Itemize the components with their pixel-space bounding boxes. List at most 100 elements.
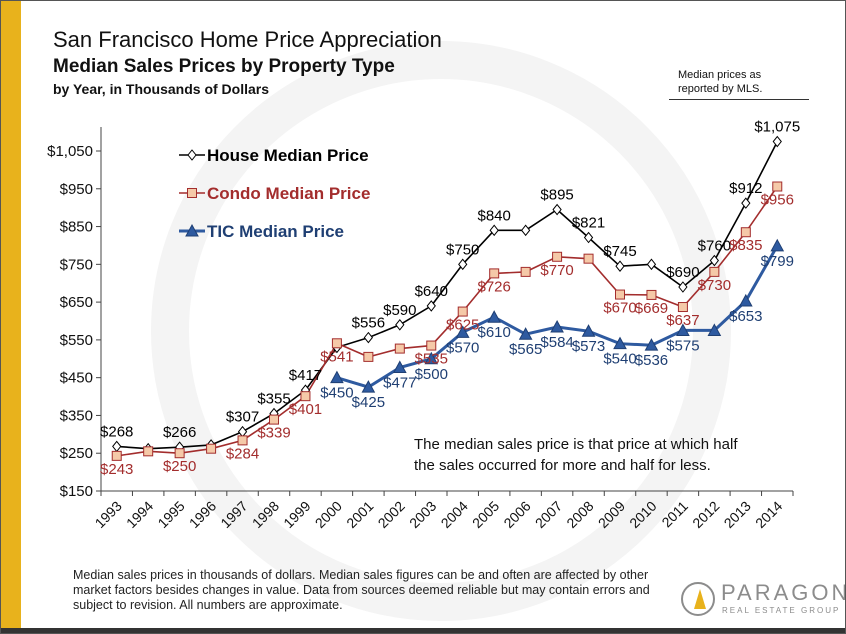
x-tick-label: 2010 bbox=[626, 498, 659, 531]
condo-data-label: $535 bbox=[415, 351, 448, 368]
condo-series-line bbox=[116, 186, 778, 457]
x-tick-label: 2011 bbox=[658, 498, 691, 531]
house-data-label: $556 bbox=[352, 315, 385, 332]
tic-data-label: $450 bbox=[320, 385, 353, 402]
tic-data-label: $799 bbox=[761, 253, 794, 270]
condo-point bbox=[394, 343, 405, 354]
condo-point bbox=[206, 443, 217, 454]
divider bbox=[669, 99, 809, 100]
tic-data-label: $500 bbox=[415, 366, 448, 383]
house-data-label: $355 bbox=[257, 391, 290, 408]
house-point bbox=[678, 281, 688, 293]
house-point bbox=[583, 231, 594, 244]
condo-point bbox=[646, 289, 657, 300]
house-point bbox=[237, 425, 248, 438]
x-tick-label: 2000 bbox=[312, 498, 345, 531]
y-tick-labels: $150 $250 $350 $450 $550 $650 $750 $850 $950 $1,0… bbox=[47, 143, 93, 500]
x-tick-label: 1993 bbox=[92, 498, 125, 531]
tic-data-label: $653 bbox=[729, 308, 762, 325]
house-point bbox=[363, 331, 374, 344]
condo-data-label: $401 bbox=[289, 401, 322, 418]
house-point bbox=[520, 224, 531, 237]
x-tick-label: 1995 bbox=[154, 498, 187, 531]
x-tick-label: 2014 bbox=[752, 498, 785, 531]
house-point bbox=[615, 260, 625, 273]
condo-data-label: $637 bbox=[666, 312, 699, 329]
x-tick-label: 1996 bbox=[186, 498, 219, 531]
y-tick-label: $150 bbox=[60, 483, 93, 500]
house-data-label: $417 bbox=[289, 367, 322, 384]
house-point bbox=[458, 258, 468, 271]
house-series-line bbox=[116, 141, 779, 450]
tic-point bbox=[770, 238, 785, 252]
x-tick-label: 2012 bbox=[689, 498, 722, 531]
condo-point bbox=[426, 340, 437, 351]
x-tick-label: 2002 bbox=[375, 498, 408, 531]
house-data-label: $266 bbox=[163, 424, 196, 441]
data-points bbox=[111, 135, 785, 461]
condo-data-label: $770 bbox=[540, 262, 573, 279]
source-note: Median prices as reported by MLS. bbox=[678, 69, 763, 95]
house-point bbox=[709, 254, 720, 267]
house-point bbox=[646, 258, 657, 271]
tic-data-label: $477 bbox=[383, 374, 416, 391]
house-point bbox=[112, 440, 122, 453]
tic-data-label: $536 bbox=[635, 352, 668, 369]
condo-data-label: $726 bbox=[477, 278, 510, 295]
x-tick-label: 2008 bbox=[563, 498, 596, 531]
paragon-logo: PARAGON REAL ESTATE GROUP bbox=[681, 576, 845, 626]
y-tick-label: $450 bbox=[60, 370, 93, 387]
tic-legend-label: TIC Median Price bbox=[207, 222, 344, 241]
tic-data-label: $610 bbox=[477, 324, 510, 341]
condo-point bbox=[237, 435, 248, 446]
x-tick-label: 1998 bbox=[249, 498, 282, 531]
x-tick-label: 2005 bbox=[469, 498, 502, 531]
condo-point bbox=[111, 450, 122, 461]
tic-point bbox=[707, 323, 722, 336]
tic-point bbox=[424, 351, 439, 365]
x-tick-label: 2004 bbox=[438, 498, 471, 531]
condo-point bbox=[174, 448, 185, 459]
paragon-logo-icon bbox=[681, 582, 715, 616]
tic-point bbox=[330, 370, 344, 384]
house-data-label: $760 bbox=[698, 238, 731, 255]
tic-point bbox=[550, 319, 564, 333]
tic-point bbox=[361, 380, 376, 393]
tic-point bbox=[613, 336, 627, 350]
house-point bbox=[772, 135, 782, 148]
data-labels: $268 $266 $307$355 $417 $556$590 $640 $750 $840… bbox=[100, 119, 800, 478]
condo-data-label: $339 bbox=[257, 425, 290, 442]
y-tick-label: $550 bbox=[60, 332, 93, 349]
condo-data-label: $625 bbox=[446, 317, 479, 334]
house-data-label: $307 bbox=[226, 409, 259, 426]
tic-data-label: $540 bbox=[603, 351, 636, 368]
chart-annotation-line2: the sales occurred for more and half for… bbox=[414, 457, 711, 474]
tic-point bbox=[676, 323, 690, 336]
house-data-label: $840 bbox=[477, 207, 510, 224]
axes bbox=[96, 127, 794, 496]
condo-point bbox=[331, 338, 342, 349]
house-data-label: $640 bbox=[415, 283, 448, 300]
x-tick-label: 2013 bbox=[721, 498, 754, 531]
chart-units-note: by Year, in Thousands of Dollars bbox=[53, 81, 270, 97]
condo-point bbox=[520, 266, 531, 277]
tic-point bbox=[738, 293, 753, 307]
tic-point bbox=[455, 325, 470, 338]
house-data-label: $1,075 bbox=[754, 119, 800, 136]
house-legend-label: House Median Price bbox=[207, 146, 369, 165]
y-tick-label: $250 bbox=[60, 445, 93, 462]
logo-wordmark: PARAGON bbox=[721, 580, 846, 605]
y-tick-label: $650 bbox=[60, 294, 93, 311]
x-tick-label: 2001 bbox=[343, 498, 376, 531]
condo-legend-label: Condo Median Price bbox=[207, 184, 370, 203]
condo-data-label: $730 bbox=[698, 277, 731, 294]
condo-point bbox=[583, 253, 594, 264]
house-data-label: $590 bbox=[383, 302, 416, 319]
y-tick-label: $850 bbox=[60, 219, 93, 236]
accent-bar bbox=[1, 1, 21, 633]
x-tick-label: 2003 bbox=[406, 498, 439, 531]
y-tick-label: $750 bbox=[60, 256, 93, 273]
condo-data-label: $670 bbox=[603, 300, 636, 317]
house-legend-marker bbox=[187, 149, 197, 161]
